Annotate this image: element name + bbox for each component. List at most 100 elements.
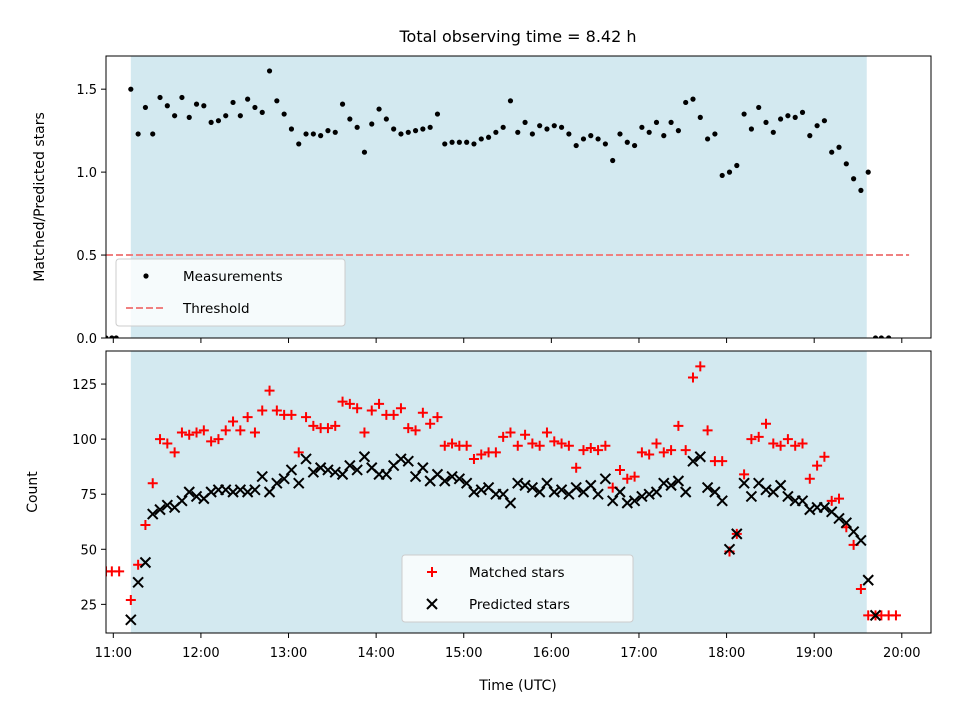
x-tick-label: 14:00 <box>357 646 394 661</box>
x-tick-label: 16:00 <box>533 646 570 661</box>
measurements-point <box>289 126 294 131</box>
measurements-point <box>763 120 768 125</box>
measurements-point <box>464 140 469 145</box>
measurements-point <box>712 131 717 136</box>
measurements-point <box>844 161 849 166</box>
measurements-point <box>311 131 316 136</box>
measurements-point <box>720 173 725 178</box>
measurements-point <box>698 115 703 120</box>
measurements-point <box>705 136 710 141</box>
measurements-point <box>303 131 308 136</box>
legend-measurements-swatch <box>143 273 148 278</box>
measurements-point <box>347 116 352 121</box>
measurements-point <box>486 135 491 140</box>
measurements-point <box>296 141 301 146</box>
x-tick-label: 13:00 <box>270 646 307 661</box>
measurements-point <box>457 140 462 145</box>
measurements-point <box>362 150 367 155</box>
measurements-point <box>647 130 652 135</box>
measurements-point <box>471 141 476 146</box>
measurements-point <box>756 105 761 110</box>
measurements-point <box>245 97 250 102</box>
top-y-tick-label: 0.5 <box>76 249 97 264</box>
measurements-point <box>734 163 739 168</box>
bottom-y-tick-label: 50 <box>80 543 97 558</box>
measurements-point <box>493 130 498 135</box>
bottom-y-tick-label: 100 <box>72 433 97 448</box>
x-axis-label: Time (UTC) <box>478 678 556 694</box>
measurements-point <box>172 113 177 118</box>
chart-title: Total observing time = 8.42 h <box>398 27 636 46</box>
bottom-legend: Matched starsPredicted stars <box>402 555 633 622</box>
measurements-point <box>252 105 257 110</box>
measurements-point <box>406 130 411 135</box>
measurements-point <box>449 140 454 145</box>
matched-stars-point <box>891 610 901 620</box>
measurements-point <box>318 133 323 138</box>
x-tick-label: 11:00 <box>95 646 132 661</box>
measurements-point <box>588 133 593 138</box>
measurements-point <box>537 123 542 128</box>
measurements-point <box>274 98 279 103</box>
legend-threshold-label: Threshold <box>182 301 250 317</box>
bottom-y-axis-label: Count <box>25 471 41 513</box>
top-y-tick-label: 0.0 <box>76 332 97 347</box>
measurements-point <box>559 125 564 130</box>
measurements-point <box>829 150 834 155</box>
x-tick-label: 18:00 <box>708 646 745 661</box>
top-y-tick-label: 1.5 <box>76 83 97 98</box>
measurements-point <box>209 120 214 125</box>
measurements-point <box>683 100 688 105</box>
measurements-point <box>800 110 805 115</box>
measurements-point <box>552 123 557 128</box>
measurements-point <box>355 125 360 130</box>
measurements-point <box>574 143 579 148</box>
measurements-point <box>136 131 141 136</box>
legend-measurements-label: Measurements <box>183 269 283 285</box>
measurements-point <box>216 118 221 123</box>
measurements-point <box>668 120 673 125</box>
measurements-point <box>639 125 644 130</box>
measurements-point <box>836 145 841 150</box>
measurements-point <box>544 126 549 131</box>
measurements-point <box>749 126 754 131</box>
measurements-point <box>676 128 681 133</box>
measurements-point <box>515 130 520 135</box>
figure: Total observing time = 8.42 h 0.0 0.5 1.0 1… <box>0 0 960 720</box>
bottom-y-tick-label: 125 <box>72 378 97 393</box>
measurements-point <box>420 126 425 131</box>
measurements-point <box>866 170 871 175</box>
measurements-point <box>522 120 527 125</box>
measurements-point <box>508 98 513 103</box>
measurements-point <box>501 125 506 130</box>
measurements-point <box>661 133 666 138</box>
measurements-point <box>391 126 396 131</box>
legend-predicted-stars-label: Predicted stars <box>469 597 570 613</box>
measurements-point <box>530 131 535 136</box>
bottom-y-tick-label: 25 <box>80 598 97 613</box>
measurements-point <box>398 131 403 136</box>
top-panel: 0.0 0.5 1.0 1.5 Measurements Threshold <box>76 56 931 347</box>
measurements-point <box>194 102 199 107</box>
measurements-point <box>201 103 206 108</box>
bottom-y-tick-label: 75 <box>80 488 97 503</box>
x-tick-label: 17:00 <box>620 646 657 661</box>
measurements-point <box>851 176 856 181</box>
measurements-point <box>632 143 637 148</box>
measurements-point <box>858 188 863 193</box>
measurements-point <box>771 130 776 135</box>
measurements-point <box>603 141 608 146</box>
measurements-point <box>267 68 272 73</box>
top-y-axis-label: Matched/Predicted stars <box>32 112 48 282</box>
measurements-point <box>150 131 155 136</box>
x-tick-label: 12:00 <box>182 646 219 661</box>
x-tick-label: 19:00 <box>795 646 832 661</box>
measurements-point <box>610 158 615 163</box>
measurements-point <box>223 113 228 118</box>
measurements-point <box>333 130 338 135</box>
measurements-point <box>778 116 783 121</box>
top-y-tick-label: 1.0 <box>76 166 97 181</box>
measurements-point <box>435 111 440 116</box>
measurements-point <box>384 116 389 121</box>
measurements-point <box>442 141 447 146</box>
